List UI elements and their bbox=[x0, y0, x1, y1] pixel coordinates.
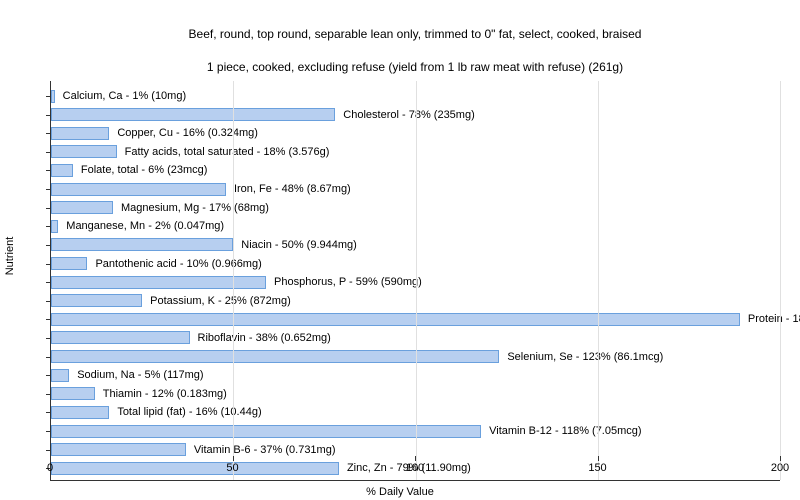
plot-area: Calcium, Ca - 1% (10mg) Cholesterol - 78%… bbox=[50, 81, 780, 481]
x-axis: 050100150200 bbox=[50, 460, 780, 480]
bar bbox=[51, 350, 499, 363]
bar bbox=[51, 443, 186, 456]
x-axis-label: % Daily Value bbox=[366, 486, 434, 498]
y-tick-mark bbox=[46, 450, 51, 451]
bar bbox=[51, 164, 73, 177]
bar-label: Cholesterol - 78% (235mg) bbox=[339, 109, 474, 121]
x-tick-mark bbox=[233, 456, 234, 461]
bar bbox=[51, 406, 109, 419]
grid-line bbox=[416, 81, 417, 480]
x-tick-mark bbox=[50, 456, 51, 461]
bar bbox=[51, 145, 117, 158]
title-line-2: 1 piece, cooked, excluding refuse (yield… bbox=[207, 60, 623, 74]
bar bbox=[51, 201, 113, 214]
y-tick-mark bbox=[46, 170, 51, 171]
x-tick-label: 0 bbox=[47, 462, 53, 474]
bar-label: Total lipid (fat) - 16% (10.44g) bbox=[113, 406, 261, 418]
y-tick-mark bbox=[46, 189, 51, 190]
bar-label: Niacin - 50% (9.944mg) bbox=[237, 239, 357, 251]
bar-label: Sodium, Na - 5% (117mg) bbox=[73, 369, 203, 381]
y-tick-mark bbox=[46, 133, 51, 134]
bar-label: Fatty acids, total saturated - 18% (3.57… bbox=[121, 146, 330, 158]
bar-label: Folate, total - 6% (23mcg) bbox=[77, 164, 208, 176]
y-tick-mark bbox=[46, 152, 51, 153]
y-tick-mark bbox=[46, 226, 51, 227]
y-tick-mark bbox=[46, 264, 51, 265]
x-tick-mark bbox=[415, 456, 416, 461]
bar bbox=[51, 108, 335, 121]
bar-label: Vitamin B-6 - 37% (0.731mg) bbox=[190, 444, 336, 456]
x-tick-mark bbox=[598, 456, 599, 461]
bar bbox=[51, 387, 95, 400]
x-tick-label: 50 bbox=[226, 462, 238, 474]
bar bbox=[51, 425, 481, 438]
bar bbox=[51, 238, 233, 251]
y-tick-mark bbox=[46, 338, 51, 339]
bar-label: Pantothenic acid - 10% (0.966mg) bbox=[91, 258, 261, 270]
y-tick-mark bbox=[46, 208, 51, 209]
bar-label: Riboflavin - 38% (0.652mg) bbox=[194, 332, 331, 344]
bar-label: Manganese, Mn - 2% (0.047mg) bbox=[62, 220, 224, 232]
chart-title: Beef, round, top round, separable lean o… bbox=[50, 10, 780, 75]
bar bbox=[51, 313, 740, 326]
x-tick-label: 100 bbox=[406, 462, 424, 474]
y-tick-mark bbox=[46, 96, 51, 97]
y-tick-mark bbox=[46, 394, 51, 395]
x-tick-label: 150 bbox=[588, 462, 606, 474]
y-tick-mark bbox=[46, 115, 51, 116]
bar-label: Selenium, Se - 123% (86.1mcg) bbox=[503, 351, 663, 363]
y-tick-mark bbox=[46, 431, 51, 432]
x-tick-mark bbox=[780, 456, 781, 461]
bar bbox=[51, 127, 109, 140]
bar-label: Iron, Fe - 48% (8.67mg) bbox=[230, 183, 351, 195]
y-tick-mark bbox=[46, 319, 51, 320]
y-tick-mark bbox=[46, 357, 51, 358]
bar bbox=[51, 257, 87, 270]
bar-label: Thiamin - 12% (0.183mg) bbox=[99, 388, 227, 400]
bar-label: Magnesium, Mg - 17% (68mg) bbox=[117, 202, 269, 214]
bar bbox=[51, 369, 69, 382]
bar bbox=[51, 294, 142, 307]
grid-line bbox=[780, 81, 781, 480]
y-axis-label: Nutrient bbox=[4, 237, 16, 276]
y-tick-mark bbox=[46, 245, 51, 246]
bar bbox=[51, 90, 55, 103]
y-tick-mark bbox=[46, 282, 51, 283]
bar-label: Phosphorus, P - 59% (590mg) bbox=[270, 276, 422, 288]
bar-label: Protein - 189% (94.27g) bbox=[744, 313, 800, 325]
title-line-1: Beef, round, top round, separable lean o… bbox=[189, 27, 642, 41]
y-tick-mark bbox=[46, 301, 51, 302]
bar-label: Potassium, K - 25% (872mg) bbox=[146, 295, 291, 307]
bar-label: Calcium, Ca - 1% (10mg) bbox=[59, 90, 186, 102]
bar bbox=[51, 220, 58, 233]
bar-label: Vitamin B-12 - 118% (7.05mcg) bbox=[485, 425, 641, 437]
bar-label: Copper, Cu - 16% (0.324mg) bbox=[113, 127, 258, 139]
x-tick-label: 200 bbox=[771, 462, 789, 474]
y-tick-mark bbox=[46, 375, 51, 376]
y-tick-mark bbox=[46, 412, 51, 413]
bar bbox=[51, 331, 190, 344]
grid-line bbox=[598, 81, 599, 480]
nutrient-chart: Beef, round, top round, separable lean o… bbox=[0, 0, 800, 500]
grid-line bbox=[233, 81, 234, 480]
bar bbox=[51, 183, 226, 196]
